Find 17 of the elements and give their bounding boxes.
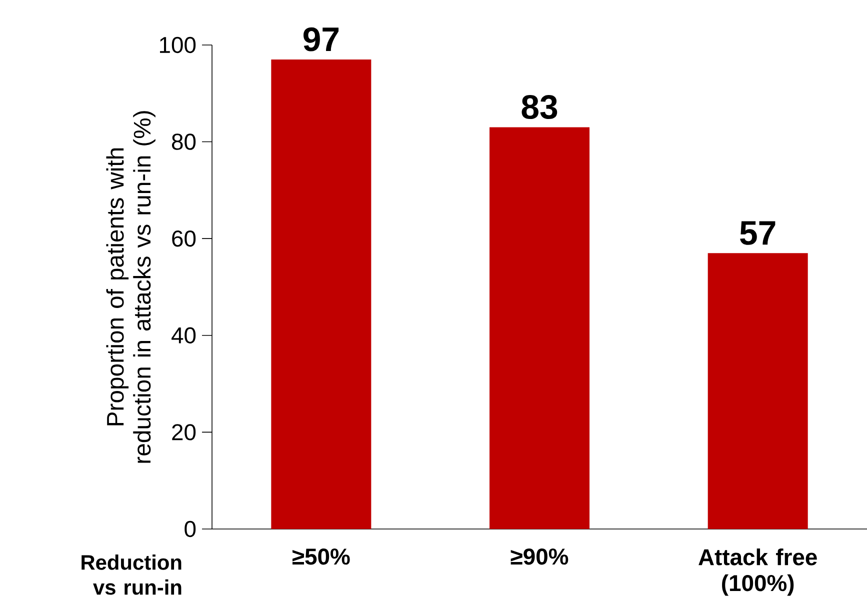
x-axis-title: Reduction vs run-in [82, 554, 182, 595]
y-tick-label: 20 [172, 424, 196, 440]
y-tick-label: 100 [160, 36, 196, 54]
data-label: 83 [522, 95, 558, 120]
y-tick-label: 80 [172, 134, 196, 150]
data-label: 57 [740, 221, 776, 245]
bar [490, 127, 590, 529]
bar [708, 253, 808, 529]
y-axis-title: Proportion of patients with reduction in attacks vs run-in (%) [106, 111, 156, 463]
y-tick-label: 40 [172, 327, 196, 344]
x-tick-label: Attack free (100%) [698, 548, 817, 596]
y-tick-label: 0 [184, 520, 196, 538]
x-tick-label: ≥50% [292, 548, 350, 565]
x-tick-label: ≥90% [510, 548, 568, 565]
bar [271, 60, 372, 529]
data-label: 97 [304, 27, 339, 52]
y-tick-label: 60 [172, 230, 196, 247]
